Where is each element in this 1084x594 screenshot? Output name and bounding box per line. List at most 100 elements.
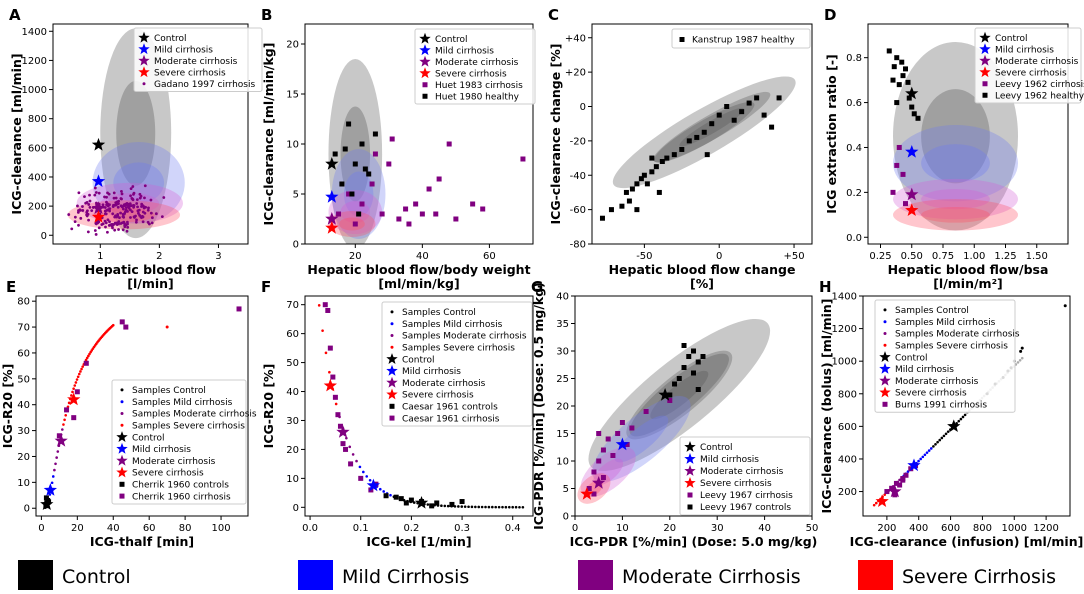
kde-core-1 <box>921 144 990 183</box>
data-point <box>608 207 614 213</box>
data-point <box>679 146 685 152</box>
data-point <box>724 104 730 109</box>
legend-label: Mild cirrhosis <box>402 367 461 377</box>
y-tick-label: 0.8 <box>846 53 862 64</box>
data-point <box>586 486 592 491</box>
data-point <box>1020 346 1024 350</box>
x-tick-label: 10 <box>616 523 629 534</box>
x-tick-label: 0.2 <box>403 523 419 534</box>
sample-point <box>104 225 107 229</box>
sample-point <box>79 216 83 220</box>
legend-label: Mild cirrhosis <box>995 45 1054 55</box>
sample-point <box>334 402 338 406</box>
sample-point <box>518 505 521 509</box>
sample-point <box>114 214 117 218</box>
sample-point <box>511 505 514 509</box>
sample-point <box>136 205 139 209</box>
sample-point <box>122 220 126 224</box>
legend-marker <box>386 364 398 376</box>
data-point <box>470 201 476 207</box>
legend-marker <box>138 66 150 78</box>
sample-point <box>95 221 99 224</box>
data-point <box>600 475 606 480</box>
data-point <box>629 425 635 431</box>
sample-point <box>111 212 115 216</box>
sample-point <box>470 505 474 509</box>
sample-point <box>477 505 481 509</box>
sample-point <box>150 221 154 225</box>
legend-marker <box>120 400 124 404</box>
sample-point <box>85 356 89 360</box>
sample-point <box>75 378 79 381</box>
legend-marker <box>687 492 693 498</box>
sample-point <box>938 438 942 442</box>
data-point <box>348 461 354 467</box>
data-point <box>419 211 425 217</box>
axes-frame <box>304 23 534 245</box>
legend-label: Mild cirrhosis <box>154 45 213 55</box>
panel-letter: H <box>819 278 832 296</box>
sample-point <box>457 505 460 508</box>
sample-point <box>143 211 147 215</box>
x-tick-label: 40 <box>416 251 429 262</box>
x-tick-label: 1.50 <box>1026 251 1048 262</box>
y-tick-label: -20 <box>570 136 586 147</box>
legend-marker <box>979 31 991 43</box>
data-point <box>119 319 125 325</box>
data-point <box>332 394 338 400</box>
sample-point <box>106 208 110 212</box>
legend-label: Samples Mild cirrhosis <box>895 318 996 328</box>
sample-point <box>73 384 77 387</box>
data-point <box>74 389 80 395</box>
sample-point <box>88 199 92 203</box>
sample-point <box>111 226 114 230</box>
data-point <box>761 112 767 118</box>
sample-point <box>150 216 154 220</box>
legend-marker <box>389 415 395 421</box>
data-point <box>342 146 348 152</box>
x-tick-label: 80 <box>179 523 192 534</box>
sample-point <box>126 225 130 229</box>
star-marker <box>54 433 68 447</box>
sample-point <box>463 505 467 508</box>
kde-core-1 <box>113 162 165 204</box>
sample-point <box>944 432 948 436</box>
plot-area <box>577 318 771 504</box>
y-axis-title: ICG-R20 [%] <box>261 364 276 449</box>
sample-point <box>121 228 125 232</box>
x-axis-title: [ml/min/kg] <box>378 276 459 291</box>
star-marker <box>615 437 630 451</box>
star-marker <box>67 392 81 406</box>
sample-point <box>72 387 75 390</box>
legend-label: Severe cirrhosis <box>895 389 967 399</box>
legend-marker <box>419 44 431 56</box>
y-axis-title: ICG-clearance (bolus) [ml/min] <box>819 298 834 513</box>
kde-region-1 <box>331 149 386 239</box>
legend-marker <box>390 322 394 326</box>
data-point <box>366 171 372 177</box>
legend-marker <box>138 54 150 66</box>
sample-point <box>117 202 120 205</box>
x-tick-label: 0 <box>716 251 722 262</box>
y-tick-label: 0 <box>563 512 569 523</box>
legend-marker <box>419 32 431 44</box>
legend-label: Samples Severe cirrhosis <box>895 342 1008 352</box>
sample-point <box>328 370 331 374</box>
legend-marker <box>390 345 394 349</box>
data-point <box>459 499 465 505</box>
legend-label: Cherrik 1960 controls <box>132 481 229 491</box>
panel-letter: C <box>548 6 559 24</box>
sample-point <box>927 449 931 452</box>
sample-point <box>963 413 967 417</box>
data-point <box>909 104 915 110</box>
kde-region-3 <box>580 447 636 497</box>
star-marker <box>907 458 921 472</box>
legend-label: Moderate cirrhosis <box>435 58 519 68</box>
sample-point <box>162 196 166 199</box>
y-tick-label: 40 <box>17 400 30 411</box>
x-tick-label: 20 <box>71 523 84 534</box>
x-tick-label: 1200 <box>1033 523 1058 534</box>
data-point <box>899 59 905 65</box>
data-point <box>236 306 242 312</box>
